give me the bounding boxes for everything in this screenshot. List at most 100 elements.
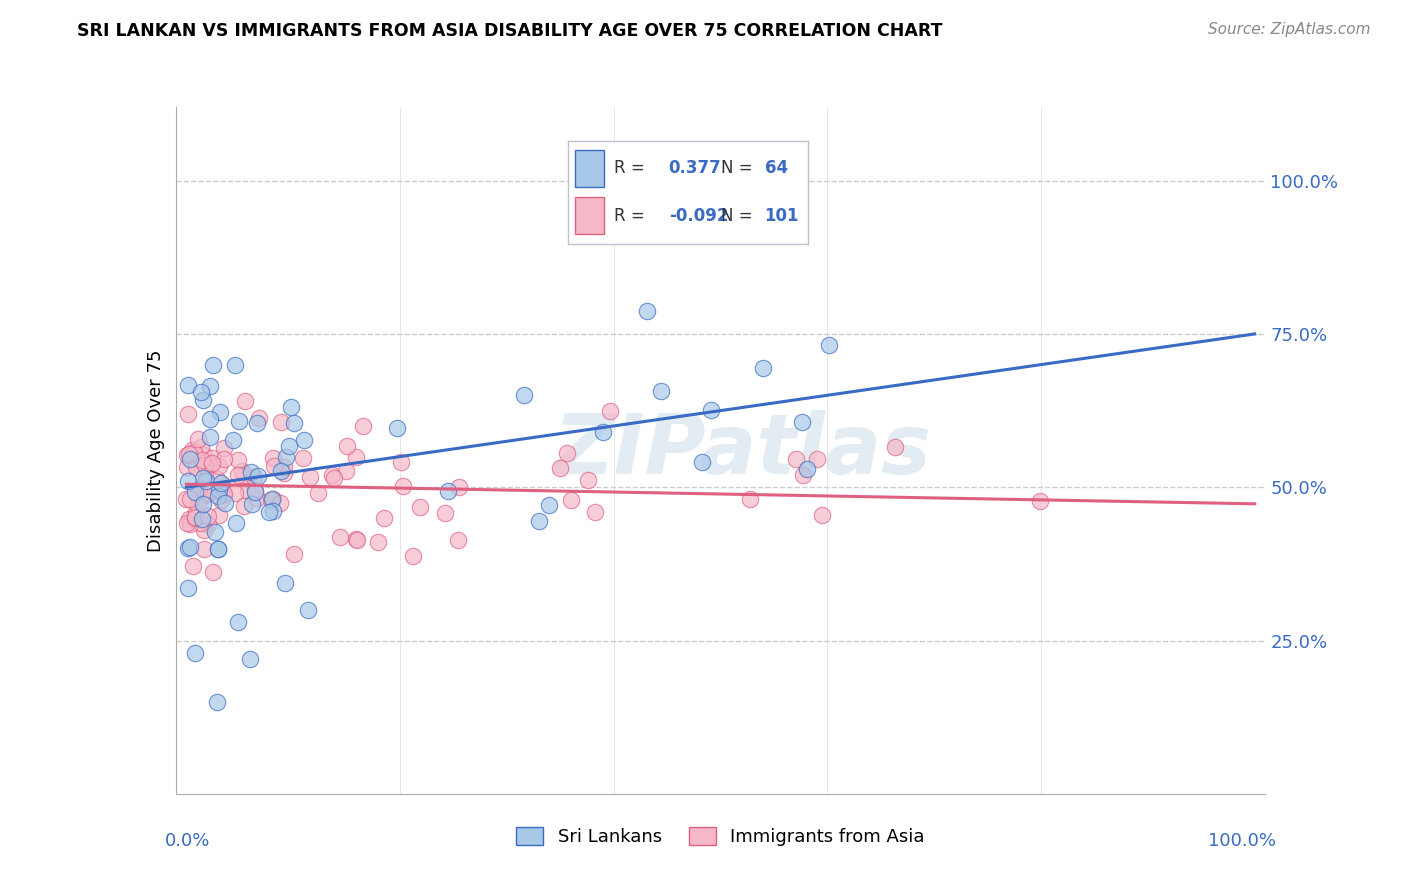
Point	[186, 459, 208, 474]
Point	[592, 425, 614, 439]
Point	[262, 491, 284, 506]
Point	[273, 576, 295, 591]
Point	[297, 603, 319, 617]
Point	[214, 496, 236, 510]
Point	[204, 525, 226, 540]
Point	[194, 458, 217, 473]
Point	[269, 496, 291, 510]
Point	[221, 433, 243, 447]
Point	[212, 487, 235, 501]
Point	[177, 541, 200, 556]
Point	[796, 461, 818, 475]
Legend: Sri Lankans, Immigrants from Asia: Sri Lankans, Immigrants from Asia	[509, 820, 932, 854]
Point	[560, 493, 582, 508]
Point	[197, 486, 219, 500]
Point	[262, 492, 284, 507]
Text: 64: 64	[765, 159, 787, 178]
Point	[751, 361, 773, 376]
Point	[277, 439, 299, 453]
Point	[194, 488, 217, 502]
Point	[188, 516, 211, 530]
Point	[232, 467, 254, 482]
Point	[276, 450, 298, 464]
Point	[191, 497, 214, 511]
Text: SRI LANKAN VS IMMIGRANTS FROM ASIA DISABILITY AGE OVER 75 CORRELATION CHART: SRI LANKAN VS IMMIGRANTS FROM ASIA DISAB…	[77, 22, 943, 40]
Point	[738, 492, 761, 507]
Point	[225, 516, 247, 530]
Point	[211, 476, 233, 491]
Point	[209, 405, 232, 419]
Point	[257, 506, 280, 520]
Point	[392, 479, 415, 493]
Point	[385, 421, 408, 435]
Point	[785, 452, 807, 467]
Point	[240, 497, 263, 511]
Text: 0.377: 0.377	[669, 159, 721, 178]
Point	[184, 485, 207, 500]
Point	[208, 508, 231, 523]
Point	[650, 384, 672, 398]
Point	[228, 414, 250, 428]
Point	[207, 489, 229, 503]
Point	[263, 459, 285, 474]
Point	[193, 449, 215, 463]
Point	[555, 446, 578, 460]
Point	[176, 448, 198, 462]
Point	[193, 523, 215, 537]
Point	[283, 416, 305, 430]
Point	[292, 433, 315, 447]
Point	[818, 338, 841, 352]
Text: ZIPatlas: ZIPatlas	[554, 410, 931, 491]
Point	[190, 481, 212, 495]
Point	[232, 500, 254, 514]
FancyBboxPatch shape	[575, 197, 605, 234]
Point	[246, 416, 269, 430]
Point	[198, 457, 221, 471]
Point	[176, 460, 198, 475]
Point	[280, 400, 302, 414]
Point	[307, 486, 329, 500]
Point	[179, 492, 201, 507]
Point	[179, 517, 201, 532]
Point	[176, 516, 198, 531]
Point	[583, 505, 606, 519]
Point	[201, 451, 224, 466]
Point	[548, 460, 571, 475]
Point	[243, 484, 266, 499]
Point	[231, 464, 253, 478]
Point	[806, 451, 828, 466]
Point	[177, 407, 200, 421]
Point	[193, 542, 215, 557]
Point	[527, 514, 550, 528]
Point	[226, 468, 249, 483]
Point	[177, 581, 200, 595]
Point	[183, 445, 205, 459]
Point	[811, 508, 834, 523]
Text: N =: N =	[721, 207, 754, 225]
Point	[236, 484, 259, 499]
Point	[283, 547, 305, 561]
Point	[636, 304, 658, 318]
Point	[270, 415, 292, 429]
Point	[246, 491, 269, 505]
Point	[194, 466, 217, 480]
Point	[188, 482, 211, 496]
Point	[576, 473, 599, 487]
Point	[344, 533, 367, 547]
Point	[367, 535, 389, 549]
Point	[239, 465, 262, 479]
Point	[207, 472, 229, 486]
Point	[209, 492, 232, 507]
Point	[291, 450, 314, 465]
Point	[599, 403, 621, 417]
Point	[239, 652, 262, 666]
Point	[198, 379, 221, 393]
Point	[181, 558, 204, 573]
Point	[184, 646, 207, 660]
Point	[449, 480, 471, 494]
Point	[191, 452, 214, 467]
Point	[247, 468, 270, 483]
Point	[792, 467, 814, 482]
Point	[243, 469, 266, 483]
Point	[262, 504, 284, 518]
